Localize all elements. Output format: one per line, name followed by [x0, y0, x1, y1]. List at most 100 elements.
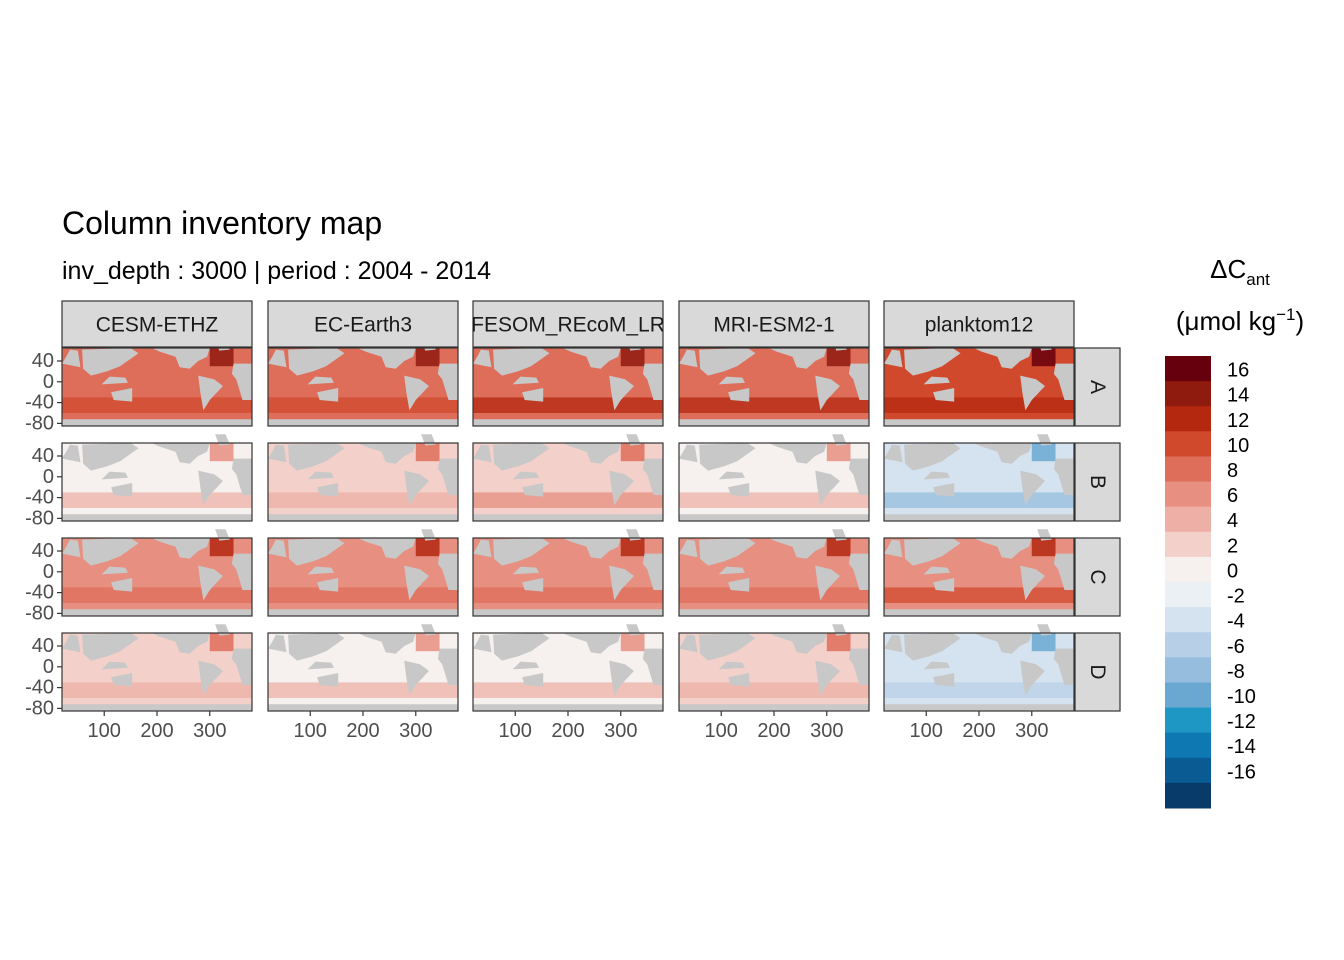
land-mask [768, 348, 827, 369]
panel-southern-band [62, 492, 252, 508]
y-tick-label: 0 [43, 466, 54, 488]
panel-A-EC-Earth3 [267, 339, 459, 427]
legend-label: 0 [1227, 560, 1238, 582]
y-tick-label: 0 [43, 371, 54, 393]
land-mask [1053, 458, 1074, 495]
panel-border [883, 442, 1075, 522]
panel-D-CESM-ETHZ [61, 624, 253, 712]
y-tick-label: -80 [25, 412, 54, 434]
column-strip-label: CESM-ETHZ [96, 314, 219, 337]
panel-C-EC-Earth3 [267, 529, 459, 617]
land-mask [679, 609, 869, 616]
land-mask [1020, 565, 1045, 601]
legend-label: -6 [1227, 636, 1245, 658]
panel-C-MRI-ESM2-1 [678, 529, 870, 617]
panel-southern-band [268, 397, 458, 413]
land-mask [1053, 553, 1074, 590]
land-mask [404, 660, 429, 696]
legend-title-main: ΔC [1210, 254, 1246, 284]
chart-subtitle: inv_depth : 3000 | period : 2004 - 2014 [62, 257, 491, 285]
panel-north-atlantic-band [826, 538, 851, 557]
panel-southern-band [679, 397, 869, 413]
x-tick-label: 200 [962, 720, 995, 742]
land-mask [522, 578, 544, 592]
land-mask [904, 348, 961, 376]
colorbar-legend: ΔCant (μmol kg−1) 16 14 12 10 8 6 4 2 0 -2 -4 -6 -8 -… [1165, 254, 1304, 809]
land-mask [151, 538, 210, 559]
row-strip-box [1074, 537, 1121, 617]
land-mask [699, 348, 756, 376]
land-mask [884, 634, 903, 653]
land-mask [923, 661, 950, 670]
land-mask [933, 388, 955, 402]
land-mask [923, 566, 950, 575]
legend-label: -2 [1227, 586, 1245, 608]
panel-north-atlantic-band [415, 633, 440, 652]
column-strip-label: FESOM_REcoM_LR [471, 314, 665, 337]
y-tick-label: 40 [32, 540, 54, 562]
land-mask [307, 661, 334, 670]
land-mask [357, 538, 416, 559]
panel-C-planktom12 [883, 529, 1075, 617]
land-mask [1020, 375, 1045, 411]
panel-southern-band [62, 682, 252, 698]
land-mask [679, 539, 698, 558]
land-mask [562, 633, 621, 654]
land-mask [642, 553, 663, 590]
panel-A-planktom12 [883, 339, 1075, 427]
land-mask [609, 375, 634, 411]
land-mask [437, 648, 458, 685]
x-tick-label: 300 [399, 720, 432, 742]
column-strip-MRI-ESM2-1: MRI-ESM2-1 [678, 300, 870, 348]
panel-D-FESOM_REcoM_LR [472, 624, 664, 712]
facet-panels [61, 339, 1075, 712]
x-tick-label: 100 [499, 720, 532, 742]
x-tick-label: 200 [140, 720, 173, 742]
x-tick-label: 300 [810, 720, 843, 742]
land-mask [718, 661, 745, 670]
column-strip-box [267, 300, 459, 348]
panel-B-EC-Earth3 [267, 434, 459, 522]
panel-north-atlantic-band [209, 443, 234, 462]
land-mask [718, 471, 745, 480]
land-mask [437, 363, 458, 400]
legend-label: 8 [1227, 460, 1238, 482]
legend-swatch [1165, 607, 1211, 633]
x-tick-label: 100 [88, 720, 121, 742]
panel-north-atlantic-band [209, 633, 234, 652]
legend-swatch [1165, 782, 1211, 809]
panel-north-atlantic-band [620, 443, 645, 462]
land-mask [768, 443, 827, 464]
land-mask [473, 539, 492, 558]
panel-north-atlantic-band [826, 348, 851, 367]
legend-label: 14 [1227, 385, 1249, 407]
panel-north-atlantic-band [620, 348, 645, 367]
legend-label: -8 [1227, 661, 1245, 683]
x-tick-label: 100 [705, 720, 738, 742]
land-mask [933, 673, 955, 687]
panel-north-atlantic-band [1031, 633, 1056, 652]
land-mask [642, 458, 663, 495]
row-strip-box [1074, 632, 1121, 712]
land-mask [884, 704, 1074, 711]
legend-swatch [1165, 531, 1211, 558]
land-mask [231, 553, 252, 590]
land-mask [198, 660, 223, 696]
legend-swatch [1165, 657, 1211, 683]
land-mask [1053, 363, 1074, 400]
x-tick-label: 200 [757, 720, 790, 742]
legend-title: ΔCant [1210, 254, 1270, 289]
panel-southern-band [62, 397, 252, 413]
legend-swatch [1165, 682, 1211, 709]
land-mask [404, 375, 429, 411]
panel-southern-band [473, 397, 663, 413]
row-strip-box [1074, 347, 1121, 427]
row-strip-label: D [1086, 664, 1109, 679]
land-mask [1053, 648, 1074, 685]
land-mask [82, 538, 139, 566]
x-tick-label: 100 [294, 720, 327, 742]
land-mask [973, 348, 1032, 369]
legend-swatch [1165, 556, 1211, 583]
y-tick-label: -40 [25, 677, 54, 699]
